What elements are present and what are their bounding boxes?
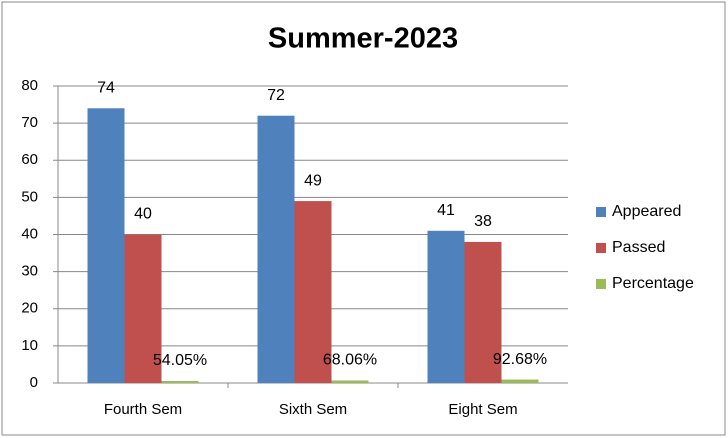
bar [427, 230, 465, 383]
x-tick-label: Fourth Sem [104, 401, 182, 418]
bar [257, 115, 295, 383]
value-label: 41 [437, 202, 455, 219]
y-tick-label: 20 [21, 300, 38, 317]
legend-label: Appeared [612, 203, 681, 220]
value-label: 40 [134, 206, 152, 223]
legend-label: Passed [612, 239, 665, 256]
y-tick-label: 10 [21, 337, 38, 354]
bar [124, 234, 162, 383]
x-tick-label: Eight Sem [448, 401, 517, 418]
value-label: 68.06% [323, 352, 377, 369]
y-tick-label: 30 [21, 263, 38, 280]
bar [464, 241, 502, 383]
legend-swatch [596, 207, 606, 217]
value-label: 72 [267, 87, 285, 104]
bar [294, 201, 332, 383]
bar [87, 108, 125, 384]
legend-swatch [596, 243, 606, 253]
value-label: 38 [474, 213, 492, 230]
bar [331, 380, 369, 383]
value-label: 54.05% [153, 352, 207, 369]
value-label: 92.68% [493, 351, 547, 368]
value-label: 74 [97, 79, 115, 96]
y-tick-label: 80 [21, 77, 38, 94]
y-tick-label: 0 [30, 374, 38, 391]
x-tick-label: Sixth Sem [279, 401, 347, 418]
value-label: 49 [304, 172, 322, 189]
y-tick-label: 60 [21, 151, 38, 168]
legend-label: Percentage [612, 275, 694, 292]
legend-swatch [596, 279, 606, 289]
chart-title: Summer-2023 [268, 23, 458, 55]
y-tick-label: 70 [21, 114, 38, 131]
y-tick-label: 40 [21, 225, 38, 242]
bar [501, 379, 539, 383]
y-tick-label: 50 [21, 188, 38, 205]
bar [161, 380, 199, 383]
